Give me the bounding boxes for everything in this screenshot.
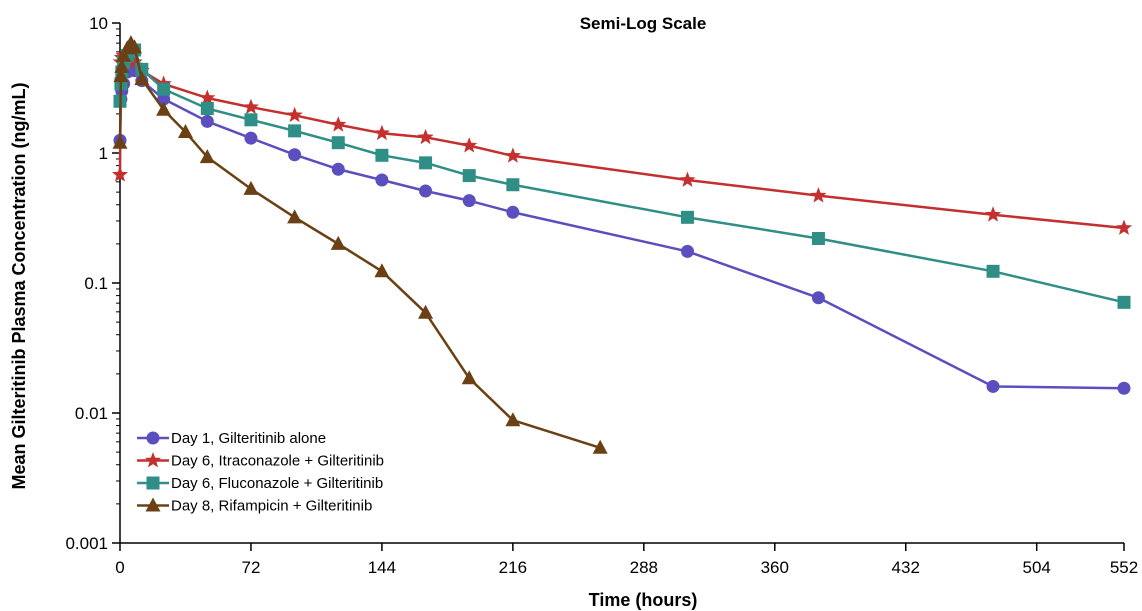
data-point: [244, 113, 258, 127]
data-point: [287, 209, 303, 224]
series-triangle: [112, 35, 608, 454]
x-tick-label: 552: [1110, 558, 1138, 577]
data-point: [127, 39, 143, 54]
series-line: [118, 48, 1125, 304]
legend-marker: [145, 497, 161, 512]
x-tick-label: 432: [892, 558, 920, 577]
data-point: [112, 134, 128, 149]
series-square: [113, 43, 1131, 309]
data-point: [199, 149, 215, 164]
data-point: [984, 206, 1002, 222]
legend-label: Day 8, Rifampicin + Gilteritinib: [171, 498, 372, 515]
legend-label: Day 6, Fluconazole + Gilteritinib: [171, 475, 383, 492]
data-point: [506, 178, 520, 192]
y-tick-label: 10: [89, 14, 108, 33]
data-point: [375, 173, 389, 187]
series-circle: [113, 62, 1131, 395]
legend-marker: [146, 431, 160, 445]
data-point: [419, 184, 433, 198]
legend-marker: [144, 452, 162, 468]
legend-item: Day 6, Itraconazole + Gilteritinib: [137, 452, 384, 470]
data-point: [418, 304, 434, 319]
y-tick-label: 0.01: [75, 404, 108, 423]
data-point: [286, 106, 303, 123]
data-point: [810, 187, 827, 203]
data-point: [331, 162, 345, 176]
data-point: [113, 68, 129, 83]
y-tick-label: 0.001: [65, 534, 108, 553]
data-point: [373, 124, 390, 141]
data-point: [680, 244, 694, 258]
data-point: [157, 92, 171, 106]
chart-title: Semi-Log Scale: [580, 14, 707, 33]
data-point: [811, 291, 825, 305]
data-point: [986, 379, 1000, 393]
data-point: [1117, 295, 1131, 309]
data-point: [126, 53, 143, 70]
data-point: [419, 156, 433, 170]
legend: Day 1, Gilteritinib alone Day 6, Itracona…: [137, 430, 384, 515]
series-line: [118, 68, 1125, 390]
data-point: [679, 171, 696, 187]
data-point: [288, 148, 302, 162]
data-point: [330, 235, 346, 250]
x-tick-label: 360: [761, 558, 789, 577]
data-point: [200, 114, 214, 128]
x-axis: 0 72 144 216 288 360 432 504 552: [115, 542, 1138, 577]
data-point: [177, 124, 193, 139]
series-line: [118, 41, 601, 449]
legend-label: Day 1, Gilteritinib alone: [171, 430, 326, 447]
legend-item: Day 6, Fluconazole + Gilteritinib: [137, 475, 383, 492]
legend-marker: [146, 476, 160, 490]
data-point: [156, 101, 172, 116]
data-point: [157, 82, 171, 96]
y-tick-label: 1: [99, 144, 108, 163]
data-point: [505, 412, 521, 427]
x-tick-label: 0: [115, 558, 124, 577]
data-point: [462, 194, 476, 208]
data-point: [1117, 381, 1131, 395]
y-axis: 0.001 0.01 0.1 1 10: [65, 14, 121, 553]
data-point: [462, 169, 476, 183]
x-tick-label: 504: [1023, 558, 1051, 577]
data-point: [506, 205, 520, 219]
series-layer: [111, 35, 1133, 454]
data-point: [374, 263, 390, 278]
data-point: [111, 166, 129, 182]
data-point: [134, 71, 150, 86]
data-point: [244, 131, 258, 145]
data-point: [680, 210, 694, 224]
data-point: [114, 58, 130, 73]
data-point: [986, 264, 1000, 278]
data-point: [288, 124, 302, 138]
data-point: [504, 147, 521, 163]
data-point: [116, 47, 132, 62]
series-star: [111, 45, 1133, 235]
y-axis-title: Mean Gilteritinib Plasma Concentration (…: [9, 82, 29, 489]
data-point: [330, 116, 347, 132]
x-tick-label: 216: [499, 558, 527, 577]
x-tick-label: 288: [630, 558, 658, 577]
data-point: [1115, 219, 1133, 235]
legend-label: Day 6, Itraconazole + Gilteritinib: [171, 453, 384, 470]
data-point: [243, 180, 259, 195]
data-point: [331, 136, 345, 150]
x-tick-label: 72: [241, 558, 260, 577]
data-point: [242, 98, 260, 115]
data-point: [375, 148, 389, 162]
x-tick-label: 144: [368, 558, 396, 577]
data-point: [200, 101, 214, 115]
legend-item: Day 1, Gilteritinib alone: [137, 430, 326, 447]
y-tick-label: 0.1: [84, 274, 108, 293]
data-point: [811, 231, 825, 245]
data-point: [461, 137, 478, 153]
data-point: [417, 128, 434, 145]
legend-item: Day 8, Rifampicin + Gilteritinib: [137, 497, 372, 515]
data-point: [461, 370, 477, 385]
data-point: [592, 439, 608, 454]
data-point: [199, 89, 216, 105]
x-axis-title: Time (hours): [589, 590, 698, 610]
